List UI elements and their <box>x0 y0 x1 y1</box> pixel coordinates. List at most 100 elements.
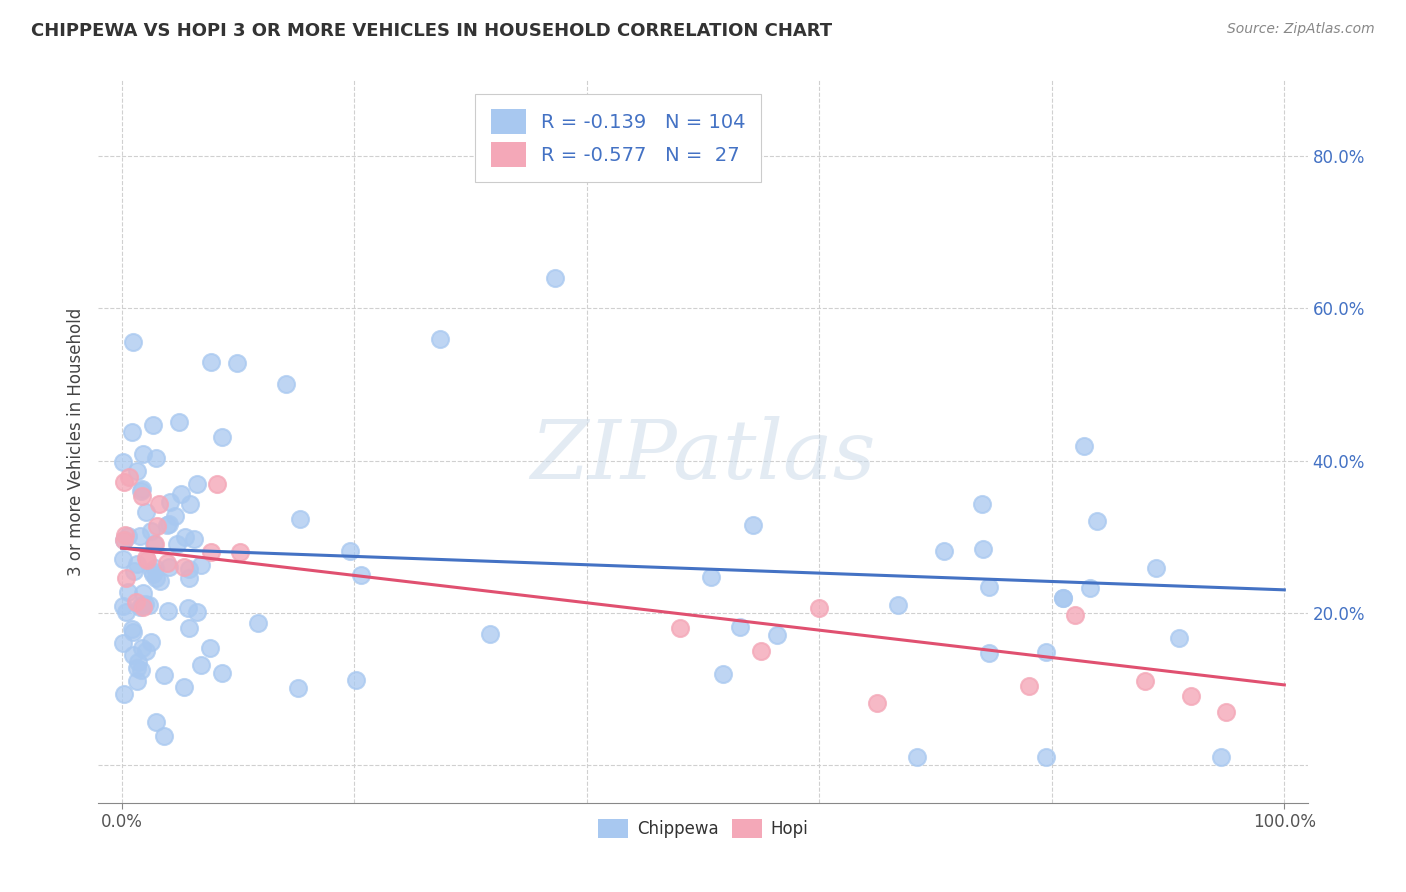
Chippewa <box>138 599 160 613</box>
Chippewa <box>135 505 157 519</box>
Chippewa <box>141 634 163 648</box>
Chippewa <box>979 646 1001 660</box>
Text: Source: ZipAtlas.com: Source: ZipAtlas.com <box>1227 22 1375 37</box>
Chippewa <box>165 509 187 524</box>
Hopi <box>112 533 135 547</box>
Chippewa <box>132 447 155 461</box>
Chippewa <box>970 497 993 511</box>
Chippewa <box>728 619 751 633</box>
Chippewa <box>114 605 136 619</box>
Chippewa <box>190 658 212 673</box>
Chippewa <box>1035 750 1057 764</box>
Chippewa <box>225 356 247 370</box>
Chippewa <box>350 568 373 582</box>
Chippewa <box>112 687 135 701</box>
Chippewa <box>1085 514 1108 528</box>
Chippewa <box>112 551 135 566</box>
Chippewa <box>125 660 148 674</box>
Y-axis label: 3 or more Vehicles in Household: 3 or more Vehicles in Household <box>66 308 84 575</box>
Chippewa <box>711 666 734 681</box>
Hopi <box>115 571 138 585</box>
Chippewa <box>1078 581 1101 595</box>
Chippewa <box>344 673 367 687</box>
Chippewa <box>174 530 197 544</box>
Hopi <box>156 556 179 570</box>
Chippewa <box>128 528 150 542</box>
Chippewa <box>274 377 297 392</box>
Chippewa <box>112 533 135 547</box>
Chippewa <box>186 477 208 491</box>
Legend: Chippewa, Hopi: Chippewa, Hopi <box>592 813 814 845</box>
Chippewa <box>287 681 309 695</box>
Chippewa <box>134 597 156 611</box>
Text: CHIPPEWA VS HOPI 3 OR MORE VEHICLES IN HOUSEHOLD CORRELATION CHART: CHIPPEWA VS HOPI 3 OR MORE VEHICLES IN H… <box>31 22 832 40</box>
Chippewa <box>200 354 222 368</box>
Hopi <box>131 490 153 504</box>
Chippewa <box>1209 750 1232 764</box>
Hopi <box>205 477 228 491</box>
Chippewa <box>145 571 167 585</box>
Chippewa <box>741 518 763 533</box>
Chippewa <box>211 665 233 680</box>
Chippewa <box>157 559 180 574</box>
Chippewa <box>121 625 143 640</box>
Chippewa <box>131 598 153 612</box>
Hopi <box>749 644 772 658</box>
Hopi <box>148 496 170 510</box>
Hopi <box>1018 679 1040 693</box>
Chippewa <box>129 663 152 677</box>
Chippewa <box>167 415 190 429</box>
Hopi <box>1180 690 1202 704</box>
Chippewa <box>979 581 1001 595</box>
Chippewa <box>142 418 165 433</box>
Chippewa <box>145 451 167 466</box>
Hopi <box>114 528 136 542</box>
Chippewa <box>190 558 212 572</box>
Chippewa <box>166 537 188 551</box>
Chippewa <box>131 483 153 497</box>
Chippewa <box>131 641 153 656</box>
Chippewa <box>127 655 149 669</box>
Hopi <box>118 470 141 484</box>
Chippewa <box>111 455 134 469</box>
Chippewa <box>177 562 200 576</box>
Hopi <box>125 595 148 609</box>
Hopi <box>135 551 157 566</box>
Chippewa <box>156 518 179 533</box>
Chippewa <box>142 566 165 581</box>
Chippewa <box>141 564 163 578</box>
Chippewa <box>183 532 205 546</box>
Chippewa <box>700 570 723 584</box>
Chippewa <box>200 641 222 656</box>
Chippewa <box>159 495 181 509</box>
Text: ZIPatlas: ZIPatlas <box>530 416 876 496</box>
Chippewa <box>478 626 501 640</box>
Chippewa <box>1052 591 1074 605</box>
Chippewa <box>972 541 994 556</box>
Chippewa <box>142 537 165 551</box>
Hopi <box>112 475 135 490</box>
Chippewa <box>179 497 201 511</box>
Chippewa <box>153 668 176 682</box>
Chippewa <box>765 628 787 642</box>
Chippewa <box>121 622 143 636</box>
Chippewa <box>186 605 208 619</box>
Chippewa <box>121 425 143 439</box>
Chippewa <box>157 516 180 531</box>
Hopi <box>1133 674 1156 689</box>
Chippewa <box>121 648 143 662</box>
Chippewa <box>157 604 180 618</box>
Hopi <box>1064 608 1087 623</box>
Chippewa <box>211 430 233 444</box>
Chippewa <box>179 570 201 584</box>
Chippewa <box>127 673 149 688</box>
Hopi <box>131 599 153 614</box>
Chippewa <box>143 561 166 575</box>
Chippewa <box>1052 591 1074 605</box>
Chippewa <box>932 543 955 558</box>
Chippewa <box>127 464 149 478</box>
Chippewa <box>887 598 910 612</box>
Chippewa <box>339 544 361 558</box>
Chippewa <box>177 621 200 635</box>
Chippewa <box>288 512 311 526</box>
